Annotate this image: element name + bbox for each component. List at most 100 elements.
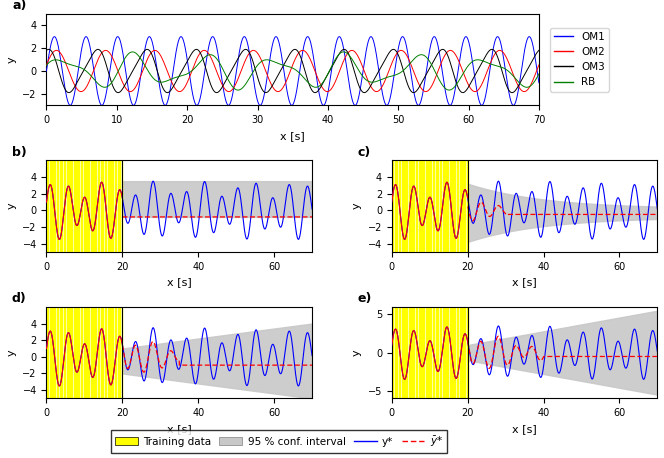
Bar — [53, 307, 55, 398]
Text: a): a) — [12, 0, 27, 12]
Bar — [104, 160, 106, 252]
Y-axis label: y: y — [7, 203, 17, 209]
Bar — [50, 160, 52, 252]
Bar — [46, 307, 48, 398]
Bar — [463, 307, 465, 398]
Bar — [440, 307, 442, 398]
Bar — [450, 160, 452, 252]
Bar — [67, 307, 68, 398]
Y-axis label: y: y — [7, 349, 17, 356]
Bar — [406, 307, 407, 398]
Bar — [402, 307, 404, 398]
Bar — [419, 307, 421, 398]
Bar — [101, 160, 103, 252]
Y-axis label: y: y — [7, 56, 17, 63]
Bar — [412, 160, 414, 252]
Bar — [457, 160, 458, 252]
Bar — [108, 307, 110, 398]
Bar — [402, 160, 404, 252]
Bar — [60, 307, 62, 398]
Bar — [433, 307, 434, 398]
Bar — [463, 160, 465, 252]
X-axis label: x [s]: x [s] — [512, 277, 537, 287]
Bar — [436, 160, 438, 252]
Bar — [426, 307, 428, 398]
Bar — [426, 160, 428, 252]
Legend: Training data, 95 % conf. interval, y*, $\bar{y}$*: Training data, 95 % conf. interval, y*, … — [111, 431, 447, 453]
Bar — [91, 307, 92, 398]
Bar — [56, 160, 58, 252]
Bar — [406, 160, 407, 252]
Bar — [416, 307, 418, 398]
Text: d): d) — [12, 292, 27, 305]
Bar — [454, 307, 455, 398]
X-axis label: x [s]: x [s] — [512, 424, 537, 434]
Bar — [430, 307, 431, 398]
Legend: OM1, OM2, OM3, RB: OM1, OM2, OM3, RB — [550, 27, 609, 92]
X-axis label: x [s]: x [s] — [167, 277, 192, 287]
Bar — [80, 160, 82, 252]
Bar — [53, 160, 55, 252]
X-axis label: x [s]: x [s] — [280, 131, 305, 141]
Bar — [88, 160, 89, 252]
Bar — [395, 307, 397, 398]
Text: e): e) — [357, 292, 372, 305]
Bar — [450, 307, 452, 398]
Bar — [91, 160, 92, 252]
Bar — [409, 307, 410, 398]
Bar — [443, 160, 445, 252]
Bar — [46, 160, 48, 252]
Bar — [88, 307, 89, 398]
Bar — [395, 160, 397, 252]
Bar — [94, 307, 96, 398]
Bar — [67, 160, 68, 252]
Bar — [115, 160, 116, 252]
Bar — [94, 160, 96, 252]
Text: b): b) — [12, 146, 27, 159]
Bar — [77, 160, 79, 252]
Bar — [460, 307, 461, 398]
Bar — [446, 160, 448, 252]
Bar — [118, 307, 120, 398]
Bar — [101, 307, 103, 398]
Bar — [118, 160, 120, 252]
Bar — [416, 160, 418, 252]
Bar — [64, 307, 65, 398]
Bar — [398, 307, 400, 398]
Bar — [392, 160, 394, 252]
Bar — [433, 160, 434, 252]
Bar — [419, 160, 421, 252]
Bar — [457, 307, 458, 398]
Text: c): c) — [357, 146, 371, 159]
Bar — [430, 160, 431, 252]
Bar — [56, 307, 58, 398]
Bar — [422, 160, 424, 252]
Bar — [70, 160, 72, 252]
Y-axis label: y: y — [352, 349, 362, 356]
Bar — [440, 160, 442, 252]
Bar — [112, 307, 113, 398]
X-axis label: x [s]: x [s] — [167, 424, 192, 434]
Bar — [98, 160, 100, 252]
Bar — [446, 307, 448, 398]
Bar — [50, 307, 52, 398]
Bar — [454, 160, 455, 252]
Bar — [70, 307, 72, 398]
Bar — [104, 307, 106, 398]
Bar — [443, 307, 445, 398]
Bar — [74, 160, 76, 252]
Bar — [409, 160, 410, 252]
Bar — [84, 160, 86, 252]
Bar — [98, 307, 100, 398]
Bar — [112, 160, 113, 252]
Bar — [436, 307, 438, 398]
Bar — [460, 160, 461, 252]
Bar — [64, 160, 65, 252]
Bar — [108, 160, 110, 252]
Bar — [392, 307, 394, 398]
Bar — [77, 307, 79, 398]
Bar — [74, 307, 76, 398]
Bar — [398, 160, 400, 252]
Bar — [84, 307, 86, 398]
Bar — [80, 307, 82, 398]
